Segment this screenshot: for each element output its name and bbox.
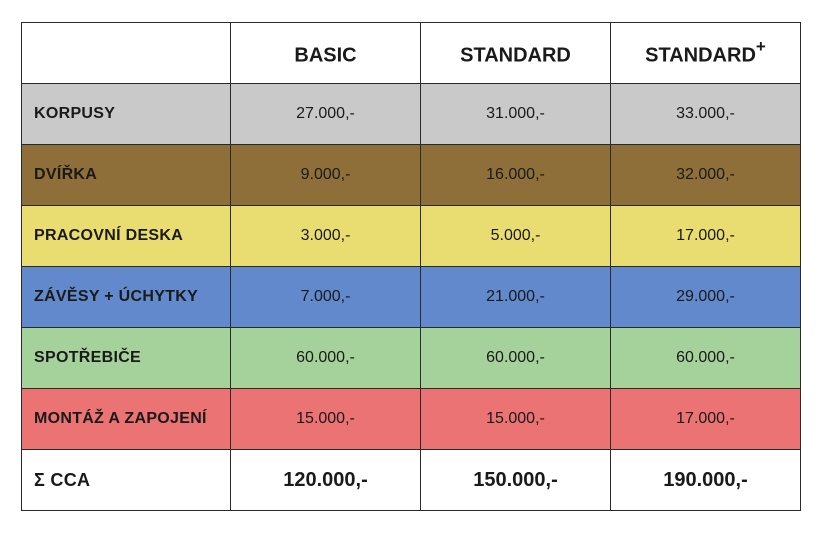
price-cell: 15.000,- [420, 388, 611, 450]
header-row: BASIC STANDARD STANDARD+ [21, 22, 801, 84]
row-label: DVÍŘKA [21, 144, 231, 206]
price-comparison-table: BASIC STANDARD STANDARD+ KORPUSY 27.000,… [21, 22, 801, 511]
price-cell: 27.000,- [230, 83, 421, 145]
table-row: KORPUSY 27.000,- 31.000,- 33.000,- [21, 83, 801, 145]
plan-name: BASIC [294, 44, 357, 67]
price-cell: 60.000,- [610, 327, 801, 389]
price-cell: 7.000,- [230, 266, 421, 328]
table-row: PRACOVNÍ DESKA 3.000,- 5.000,- 17.000,- [21, 205, 801, 267]
plan-header-basic: BASIC [230, 22, 421, 84]
price-cell: 33.000,- [610, 83, 801, 145]
price-cell: 16.000,- [420, 144, 611, 206]
corner-cell [21, 22, 231, 84]
row-label: PRACOVNÍ DESKA [21, 205, 231, 267]
plan-name: STANDARD [645, 44, 756, 67]
row-label: SPOTŘEBIČE [21, 327, 231, 389]
price-cell: 5.000,- [420, 205, 611, 267]
plan-header-standard-plus: STANDARD+ [610, 22, 801, 84]
total-label: Σ CCA [21, 449, 231, 511]
total-cell: 120.000,- [230, 449, 421, 511]
price-cell: 9.000,- [230, 144, 421, 206]
table-row: DVÍŘKA 9.000,- 16.000,- 32.000,- [21, 144, 801, 206]
price-cell: 60.000,- [420, 327, 611, 389]
table-row: SPOTŘEBIČE 60.000,- 60.000,- 60.000,- [21, 327, 801, 389]
plan-header-standard: STANDARD [420, 22, 611, 84]
row-label: KORPUSY [21, 83, 231, 145]
total-cell: 150.000,- [420, 449, 611, 511]
price-cell: 17.000,- [610, 388, 801, 450]
plan-name: STANDARD [460, 44, 571, 67]
total-cell: 190.000,- [610, 449, 801, 511]
price-cell: 31.000,- [420, 83, 611, 145]
price-cell: 3.000,- [230, 205, 421, 267]
table-row: MONTÁŽ A ZAPOJENÍ 15.000,- 15.000,- 17.0… [21, 388, 801, 450]
price-cell: 15.000,- [230, 388, 421, 450]
price-cell: 21.000,- [420, 266, 611, 328]
plan-suffix: + [755, 36, 766, 56]
price-cell: 17.000,- [610, 205, 801, 267]
price-cell: 32.000,- [610, 144, 801, 206]
total-row: Σ CCA 120.000,- 150.000,- 190.000,- [21, 449, 801, 511]
price-cell: 60.000,- [230, 327, 421, 389]
table-row: ZÁVĚSY + ÚCHYTKY 7.000,- 21.000,- 29.000… [21, 266, 801, 328]
row-label: ZÁVĚSY + ÚCHYTKY [21, 266, 231, 328]
row-label: MONTÁŽ A ZAPOJENÍ [21, 388, 231, 450]
price-cell: 29.000,- [610, 266, 801, 328]
